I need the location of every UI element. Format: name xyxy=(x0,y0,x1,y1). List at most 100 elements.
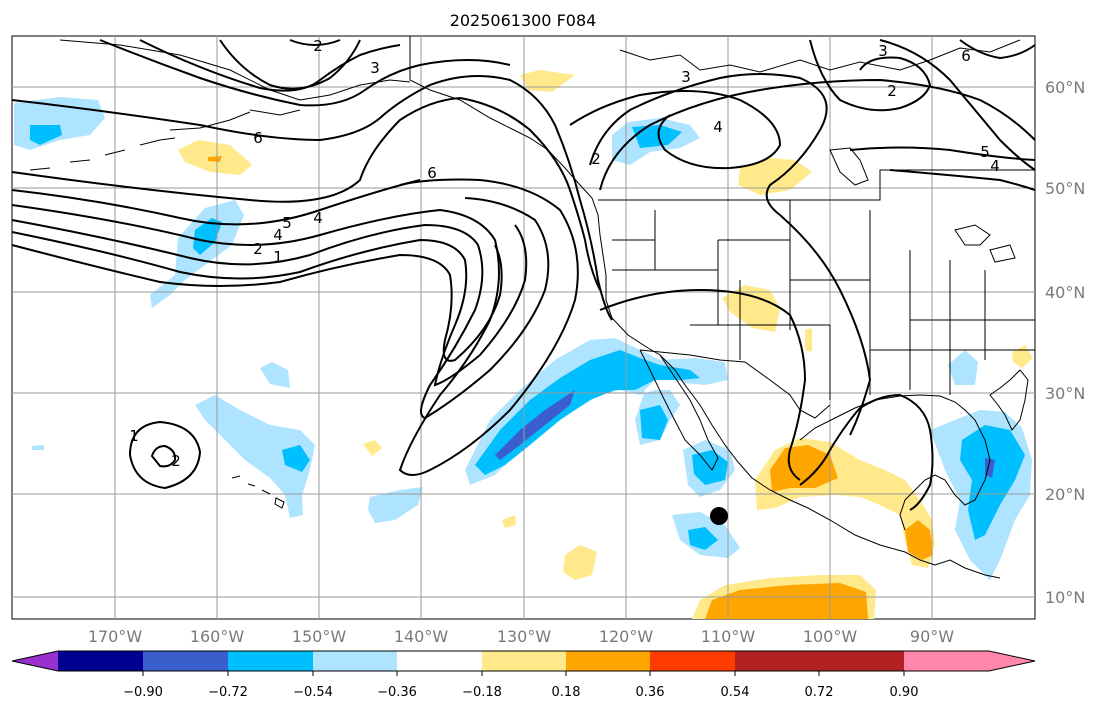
shade-lightblue-5 xyxy=(32,445,44,450)
shade-cyan-9 xyxy=(960,425,1025,540)
contour-8 xyxy=(99,39,511,107)
lat-label: 50°N xyxy=(1045,179,1085,198)
shade-lightblue-4 xyxy=(195,395,315,518)
shade-yellow-6 xyxy=(363,440,382,456)
latitude-labels: 60°N 50°N 40°N 30°N 20°N 10°N xyxy=(1045,78,1085,607)
lat-label: 60°N xyxy=(1045,78,1085,97)
aleutian-islands xyxy=(29,137,176,171)
shade-yellow-5 xyxy=(805,328,812,352)
contour-14 xyxy=(599,78,1036,191)
contour-11 xyxy=(289,39,341,46)
contour-label: 6 xyxy=(961,47,971,65)
mexico-border xyxy=(639,349,831,419)
shade-cyan-3 xyxy=(282,445,310,472)
shade-blue-2 xyxy=(985,458,995,478)
contour-6 xyxy=(11,96,601,291)
colorbar-tick-label: 0.36 xyxy=(636,685,665,700)
colorbar-segment xyxy=(735,651,819,671)
shade-yellow-4 xyxy=(722,285,780,332)
colorbar-tick-label: −0.54 xyxy=(293,685,333,700)
shade-orange-4 xyxy=(208,156,222,162)
colorbar-segment xyxy=(566,651,650,671)
shade-cyan-7 xyxy=(688,527,718,550)
hudson-bay xyxy=(829,147,869,186)
lon-label: 150°W xyxy=(292,627,347,646)
lon-label: 170°W xyxy=(88,627,143,646)
graticule xyxy=(12,36,1035,619)
hawaiian-islands xyxy=(231,475,285,509)
colorbar-tick-label: −0.90 xyxy=(123,685,163,700)
lon-label: 130°W xyxy=(497,627,552,646)
contour-label: 3 xyxy=(878,42,888,60)
colorbar-tick-label: −0.72 xyxy=(208,685,248,700)
map-panel: 2 3 6 3 2 3 4 5 4 6 2 4 5 4 2 1 6 1 2 xyxy=(11,35,1036,620)
contour-label: 6 xyxy=(427,164,437,182)
shade-lightblue-2 xyxy=(150,200,244,308)
colorbar-tick-label: 0.54 xyxy=(721,685,750,700)
us-state-lines xyxy=(612,200,1035,400)
lon-label: 160°W xyxy=(190,627,245,646)
lon-label: 90°W xyxy=(910,627,954,646)
shade-cyan-8 xyxy=(632,125,682,148)
shade-yellow-10 xyxy=(1012,345,1033,368)
shade-cyan-2 xyxy=(193,218,222,255)
contour-13 xyxy=(589,73,872,436)
shade-orange-1 xyxy=(770,445,838,492)
shade-cyan-5 xyxy=(640,405,668,440)
contour-7 xyxy=(11,75,613,321)
contour-label: 2 xyxy=(591,150,601,168)
contour-label: 1 xyxy=(273,248,283,266)
lon-label: 100°W xyxy=(803,627,858,646)
colorbar-tick-label: 0.18 xyxy=(552,685,581,700)
shade-orange-2 xyxy=(905,520,933,560)
contour-12 xyxy=(569,90,782,170)
colorbar-tick-label: −0.36 xyxy=(377,685,417,700)
shade-lightblue-6 xyxy=(368,487,423,523)
contour-1 xyxy=(11,179,421,226)
colorbar: −0.90 −0.72 −0.54 −0.36 −0.18 0.18 0.36 … xyxy=(11,650,1036,700)
canada-coast-north xyxy=(619,39,1021,73)
contour-5 xyxy=(11,244,503,362)
contour-4 xyxy=(11,224,528,387)
lat-label: 30°N xyxy=(1045,384,1085,403)
colorbar-tick-label: −0.18 xyxy=(462,685,502,700)
lat-label: 10°N xyxy=(1045,588,1085,607)
black-dot-marker xyxy=(710,507,728,525)
colorbar-segment xyxy=(58,651,143,671)
contour-labels: 2 3 6 3 2 3 4 5 4 6 2 4 5 4 2 1 6 1 2 xyxy=(129,37,1000,470)
lat-label: 20°N xyxy=(1045,485,1085,504)
shade-yellow-7 xyxy=(502,515,516,528)
map-title: 2025061300 F084 xyxy=(450,11,597,30)
baja-california xyxy=(639,349,719,471)
north-america-coastline xyxy=(409,36,1001,579)
contour-label: 4 xyxy=(990,157,1000,175)
contour-22 xyxy=(128,420,202,490)
contour-label: 3 xyxy=(681,68,691,86)
contour-label: 1 xyxy=(129,427,139,445)
colorbar-segment xyxy=(819,651,904,671)
great-lakes xyxy=(954,224,1016,263)
lon-label: 140°W xyxy=(394,627,449,646)
contour-21 xyxy=(799,393,934,511)
lat-label: 40°N xyxy=(1045,283,1085,302)
contour-label: 6 xyxy=(253,129,263,147)
contour-15 xyxy=(809,39,932,112)
contour-label: 4 xyxy=(313,209,323,227)
contour-18 xyxy=(889,169,1036,191)
colorbar-outline xyxy=(11,650,1036,672)
contour-label: 2 xyxy=(313,37,323,55)
contour-label: 5 xyxy=(980,143,990,161)
contour-17 xyxy=(849,146,1036,161)
contour-label: 5 xyxy=(282,214,292,232)
colorbar-segment xyxy=(143,651,228,671)
colorbar-segment xyxy=(482,651,566,671)
contour-3 xyxy=(11,197,550,420)
contour-label: 4 xyxy=(273,226,283,244)
shade-lightblue-3 xyxy=(260,362,290,388)
contour-label: 4 xyxy=(713,118,723,136)
colorbar-ticks xyxy=(142,671,905,676)
contour-20 xyxy=(599,288,807,481)
colorbar-segment xyxy=(313,651,397,671)
height-contours xyxy=(11,39,1036,511)
contour-23 xyxy=(150,444,177,468)
